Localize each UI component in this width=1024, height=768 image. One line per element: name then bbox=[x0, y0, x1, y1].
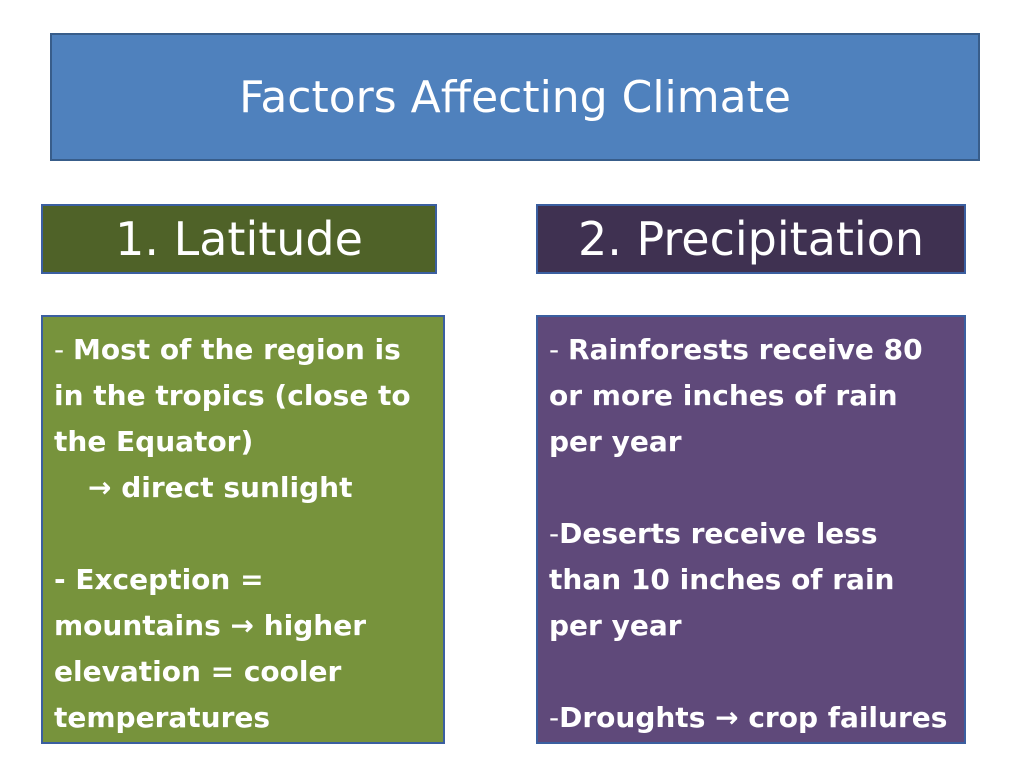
dash: - bbox=[549, 701, 560, 734]
precip-point-deserts: -Deserts receive less than 10 inches of … bbox=[549, 511, 954, 649]
exception-text: - Exception = mountains bbox=[54, 563, 264, 642]
arrow-right-icon: → bbox=[715, 701, 739, 734]
precip-point-rainforests: - Rainforests receive 80 or more inches … bbox=[549, 327, 954, 465]
dash: - bbox=[549, 333, 569, 366]
droughts-text: Droughts bbox=[559, 701, 716, 734]
latitude-point-tropics: - Most of the region is in the tropics (… bbox=[54, 327, 433, 465]
elevation-text: higher elevation = cooler temperatures bbox=[54, 609, 367, 734]
latitude-point-sunlight: → direct sunlight bbox=[54, 465, 433, 511]
latitude-point-exception: - Exception = mountains → higher elevati… bbox=[54, 557, 433, 741]
deserts-text: Deserts receive less than 10 inches of r… bbox=[549, 517, 895, 642]
spacer bbox=[54, 511, 433, 557]
arrow-right-icon: → bbox=[230, 609, 254, 642]
rainforests-text: Rainforests receive 80 or more inches of… bbox=[549, 333, 923, 458]
precipitation-heading: 2. Precipitation bbox=[577, 212, 925, 266]
precip-point-droughts: -Droughts → crop failures and starvation bbox=[549, 695, 954, 768]
dash: - bbox=[549, 517, 560, 550]
latitude-content: - Most of the region is in the tropics (… bbox=[41, 315, 445, 744]
precipitation-header: 2. Precipitation bbox=[536, 204, 966, 274]
tropics-text: Most of the region is in the tropics (cl… bbox=[54, 333, 411, 458]
spacer bbox=[549, 465, 954, 511]
slide-title: Factors Affecting Climate bbox=[239, 71, 791, 123]
arrow-right-icon: → bbox=[88, 471, 112, 504]
title-banner: Factors Affecting Climate bbox=[50, 33, 980, 161]
spacer bbox=[549, 649, 954, 695]
latitude-header: 1. Latitude bbox=[41, 204, 437, 274]
latitude-heading: 1. Latitude bbox=[115, 212, 363, 266]
crop-failures-text: crop failures and starvation bbox=[549, 701, 948, 768]
dash: - bbox=[54, 333, 74, 366]
precipitation-content: - Rainforests receive 80 or more inches … bbox=[536, 315, 966, 768]
sunlight-text: direct sunlight bbox=[111, 471, 353, 504]
